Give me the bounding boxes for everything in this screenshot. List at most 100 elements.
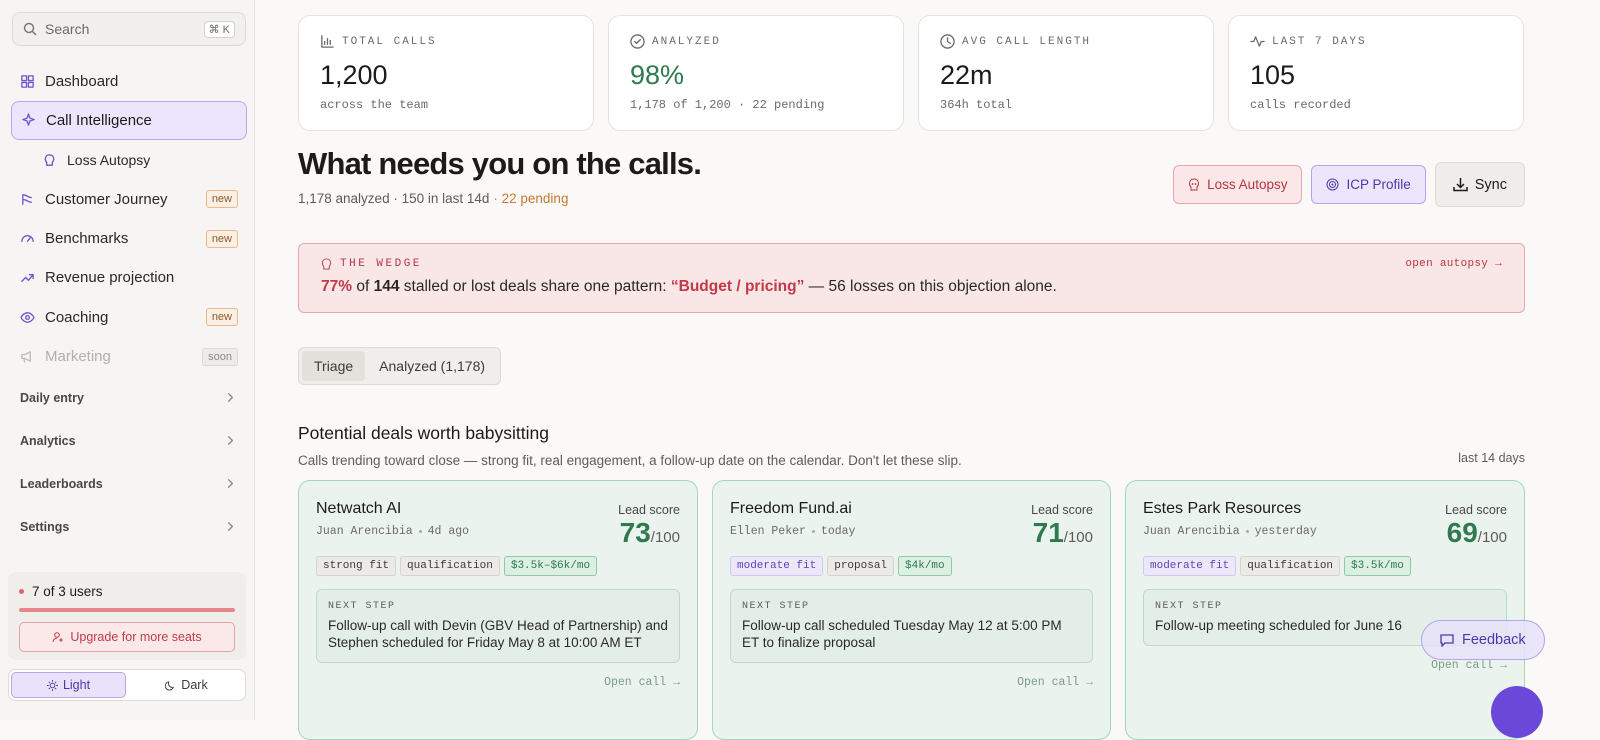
page: Search ⌘ K Dashboard Call Intelligence Los… [8,0,1545,740]
next-step-label: NEXT STEP [328,601,396,612]
icp-profile-button[interactable]: ICP Profile [1311,165,1426,204]
section-header: Potential deals worth babysitting Calls … [298,423,1525,468]
tag: proposal [827,556,895,576]
button-label: ICP Profile [1346,177,1411,192]
open-autopsy-link[interactable]: open autopsy → [1405,258,1502,270]
stat-value: 22m [940,60,993,90]
total: 144 [373,278,400,295]
stat-header: AVG CALL LENGTH [940,34,1192,49]
tags: moderate fit proposal $4k/mo [730,556,1093,576]
nav-label: Dashboard [45,73,119,90]
nav: Dashboard Call Intelligence Loss Autopsy Cu… [11,62,247,376]
section-title: Potential deals worth babysitting [298,423,549,443]
nav-badge: new [205,308,238,327]
upgrade-label: Upgrade for more seats [70,630,202,644]
theme-label: Light [62,678,91,692]
section-label: Daily entry [20,390,84,405]
loss-autopsy-button[interactable]: Loss Autopsy [1173,165,1303,204]
nav-item[interactable]: Customer Journey new [11,180,247,219]
score-row: 69/100 [1445,517,1507,549]
score-row: 71/100 [1031,517,1093,549]
icon [321,258,332,270]
tab[interactable]: Analyzed (1,178) [379,358,486,374]
theme-light[interactable]: Light [11,672,126,698]
next-step: NEXT STEP Follow-up call with Devin (GBV … [316,589,680,663]
upgrade-button[interactable]: Upgrade for more seats [19,622,235,652]
icon [21,351,31,363]
next-step-label: NEXT STEP [742,601,810,612]
theme-dark[interactable]: Dark [130,672,243,698]
seats-text: 7 of 3 users [32,584,103,599]
owner: Ellen Peker [730,525,806,538]
icon [21,235,34,243]
deal-meta: Juan Arencibia 4d ago [316,525,680,538]
score-value: 69 [1446,517,1478,548]
nav-label: Revenue projection [45,269,175,287]
icon [22,194,32,205]
score-row: 73/100 [618,517,680,549]
sync-button[interactable]: Sync [1434,162,1525,207]
icon [1326,178,1339,191]
nav-item[interactable]: Loss Autopsy [11,141,247,180]
text: of [356,278,370,295]
next-step-text: Follow-up call with Devin (GBV Head of P… [328,618,668,650]
section-description: Calls trending toward close — strong fit… [298,453,962,468]
tags: moderate fit qualification $3.5k/mo [1143,556,1507,576]
search[interactable]: Search ⌘ K [12,12,246,46]
next-step-text: Follow-up meeting scheduled for June 16 [1155,618,1402,633]
icon [227,479,234,488]
seats: 7 of 3 users Upgrade for more seats [8,572,246,660]
score-value: 73 [619,517,651,548]
objection: “Budget / pricing” [670,278,805,295]
section-toggle[interactable]: Daily entry [11,376,247,419]
icon [1189,178,1200,191]
icon [1453,178,1468,192]
icon [227,393,234,402]
feedback-button[interactable]: Feedback [1421,620,1545,660]
nav-item: Marketing soon [11,337,247,376]
stat-value: 105 [1250,60,1296,90]
nav-item[interactable]: Dashboard [11,62,247,101]
stat-label: LAST 7 DAYS [1272,35,1367,48]
seats-bar [19,608,235,612]
section-toggle[interactable]: Settings [11,505,247,548]
stat-sub: across the team [320,98,429,112]
icon [22,113,35,127]
nav-item[interactable]: Call Intelligence [11,101,247,141]
wedge-message: 77% of 144 stalled or lost deals share o… [321,278,1502,296]
section-toggle[interactable]: Analytics [11,419,247,462]
open-call-link[interactable]: Open call → [1017,676,1093,689]
section-label: Settings [20,519,70,534]
chat-button[interactable] [1491,686,1543,738]
nav-item[interactable]: Revenue projection [11,258,247,297]
lead-score: Lead score 73/100 [618,503,680,549]
tag: moderate fit [1143,556,1237,576]
wedge-banner: THE WEDGE open autopsy → 77% of 144 stall… [298,243,1525,313]
nav-badge: new [205,229,238,248]
stat-sub: calls recorded [1250,98,1351,112]
icon [940,34,955,49]
stats: TOTAL CALLS 1,200 across the team ANALYZED 9… [298,15,1524,131]
deal-card[interactable]: Freedom Fund.ai Ellen Peker today Lead scor… [712,480,1111,740]
tags: strong fit qualification $3.5k–$6k/mo [316,556,680,576]
summary: 1,178 analyzed · 150 in last 14d · 22 pen… [298,191,568,206]
icon [321,35,334,48]
section-toggle[interactable]: Leaderboards [11,462,247,505]
search-placeholder: Search [45,21,90,37]
icon [1440,633,1454,647]
stat-header: ANALYZED [630,34,882,49]
icon [44,153,55,166]
range: last 14 days [1458,451,1525,465]
open-call-link[interactable]: Open call → [604,676,680,689]
nav-label: Coaching [45,308,109,326]
stat-card: ANALYZED 98% 1,178 of 1,200 · 22 pending [608,15,904,131]
nav-item[interactable]: Coaching new [11,298,247,337]
score-value: 71 [1032,517,1064,548]
open-call-link[interactable]: Open call → [1431,659,1507,672]
deal-card[interactable]: Estes Park Resources Juan Arencibia yester… [1125,480,1525,740]
when: today [820,525,856,538]
stat-value: 98% [630,60,685,90]
nav-item[interactable]: Benchmarks new [11,219,247,258]
tab[interactable]: Triage [302,351,366,381]
deal-card[interactable]: Netwatch AI Juan Arencibia 4d ago Lead scor… [298,480,698,740]
